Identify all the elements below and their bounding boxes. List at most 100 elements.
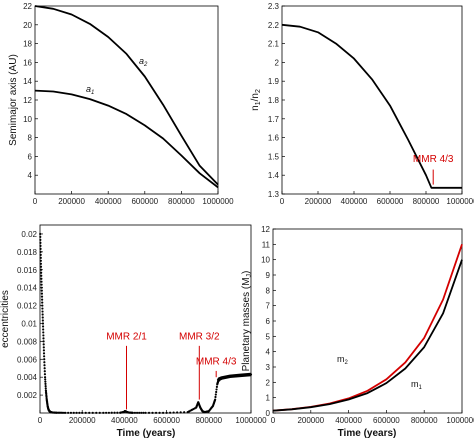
annotation-label: MMR 4/3 — [196, 357, 237, 368]
eccentricity-point — [40, 277, 43, 280]
annotation-label: MMR 2/1 — [106, 332, 147, 343]
a2-line — [34, 5, 219, 186]
m2-line — [272, 244, 463, 412]
y-tick-label: 0.006 — [17, 355, 38, 364]
eccentricity-point — [41, 316, 44, 319]
eccentricity-point — [133, 411, 137, 414]
eccentricity-point — [39, 238, 42, 242]
eccentricity-point — [41, 325, 45, 328]
y-tick-label: 1.7 — [268, 115, 280, 124]
eccentricity-point — [39, 244, 42, 247]
eccentricity-point — [151, 411, 154, 414]
y-tick-label: 8 — [28, 134, 33, 143]
y-label-sub1: 1 — [255, 101, 262, 105]
x-tick-label: 600000 — [377, 197, 404, 206]
y-tick-label: 2.3 — [268, 2, 280, 11]
a2-label-main: a — [139, 56, 144, 66]
eccentricity-point — [40, 295, 44, 298]
y-axis-ticks: 0.002 0.004 0.006 0.008 0.01 0.012 0.014 0.016 0… — [17, 230, 43, 400]
eccentricity-point — [215, 390, 218, 394]
x-tick-label: 600000 — [131, 197, 158, 206]
y-tick-label: 0.002 — [17, 391, 38, 400]
y-axis-ticks: 4 6 8 10 12 14 16 18 20 22 — [23, 2, 38, 180]
eccentricity-point — [40, 286, 43, 289]
eccentricity-point — [40, 283, 43, 286]
m2-label: m2 — [337, 354, 349, 366]
series-group — [34, 5, 219, 189]
eccentricity-point — [172, 411, 175, 414]
y-tick-label: 11 — [262, 240, 271, 249]
y-tick-label: 1.6 — [268, 134, 280, 143]
a2-label-sub: 2 — [143, 62, 148, 68]
x-axis-ticks: 0 200000 400000 600000 800000 1000000 — [271, 410, 474, 425]
m1-label-sub: 1 — [419, 385, 423, 391]
y-tick-label: 0.014 — [17, 284, 38, 293]
eccentricity-point — [40, 271, 43, 274]
eccentricity-point — [64, 411, 67, 414]
y-tick-label: 2.1 — [268, 40, 280, 49]
a1-label: a1 — [86, 84, 94, 96]
y-tick-label: 16 — [23, 58, 32, 67]
y-tick-label: 20 — [23, 21, 32, 30]
x-tick-label: 1000000 — [202, 197, 234, 206]
eccentricity-point — [39, 250, 42, 253]
eccentricity-point — [39, 247, 42, 250]
a2-label: a2 — [139, 56, 148, 68]
eccentricity-point — [214, 395, 217, 399]
eccentricity-point — [41, 307, 44, 310]
eccentricity-point — [107, 411, 111, 414]
eccentricity-point — [40, 292, 43, 295]
eccentricity-point — [131, 411, 134, 414]
plot-frame — [272, 228, 463, 414]
eccentricity-point — [215, 385, 218, 388]
eccentricity-point — [39, 265, 43, 268]
eccentricity-band — [216, 372, 252, 382]
x-tick-label: 600000 — [373, 416, 400, 425]
x-tick-label: 200000 — [69, 416, 96, 425]
eccentricity-point — [43, 358, 46, 361]
y-tick-label: 4 — [266, 348, 271, 357]
x-tick-label: 200000 — [297, 416, 324, 425]
y-tick-label: 0.004 — [17, 373, 38, 382]
eccentricity-point — [42, 343, 45, 346]
m2-label-sub: 2 — [345, 360, 349, 366]
m1-label: m1 — [411, 379, 423, 391]
y-tick-label: 1.5 — [268, 152, 280, 161]
x-tick-label: 200000 — [305, 197, 332, 206]
eccentricity-point — [183, 411, 186, 414]
eccentricity-point — [102, 411, 105, 414]
eccentricity-point — [41, 310, 44, 313]
eccentricity-point — [42, 331, 45, 334]
eccentricity-point — [42, 328, 45, 331]
eccentricity-point — [158, 411, 161, 414]
eccentricity-point — [44, 378, 47, 381]
y-tick-label: 14 — [23, 77, 32, 86]
annotation-label: MMR 4/3 — [413, 154, 454, 165]
y-label-sub: J — [246, 274, 253, 278]
y-label-main: Planetary masses (M — [241, 277, 252, 371]
y-tick-label: 1 — [266, 394, 271, 403]
x-tick-label: 0 — [271, 416, 276, 425]
eccentricity-point — [110, 411, 113, 414]
y-tick-label: 1.8 — [268, 96, 280, 105]
eccentricities-panel: 0 200000 400000 600000 800000 1000000 0.0020.… — [0, 224, 267, 439]
eccentricity-point — [95, 411, 98, 414]
eccentricity-point — [72, 411, 75, 414]
y-axis-label: eccentricities — [0, 290, 11, 348]
eccentricity-point — [214, 398, 217, 401]
eccentricity-point — [91, 411, 94, 414]
eccentricity-point — [41, 298, 44, 301]
y-tick-label: 0.02 — [21, 230, 37, 239]
eccentricity-point — [43, 355, 46, 358]
eccentricity-point — [88, 411, 91, 414]
m1-line — [272, 259, 463, 412]
eccentricity-point — [43, 367, 46, 370]
eccentricity-point — [144, 411, 147, 414]
y-tick-label: 2.2 — [268, 21, 280, 30]
plot-frame — [281, 5, 463, 195]
series-group — [281, 23, 462, 189]
x-tick-label: 1000000 — [446, 197, 474, 206]
eccentricity-point — [39, 241, 42, 245]
y-tick-label: 12 — [23, 96, 32, 105]
